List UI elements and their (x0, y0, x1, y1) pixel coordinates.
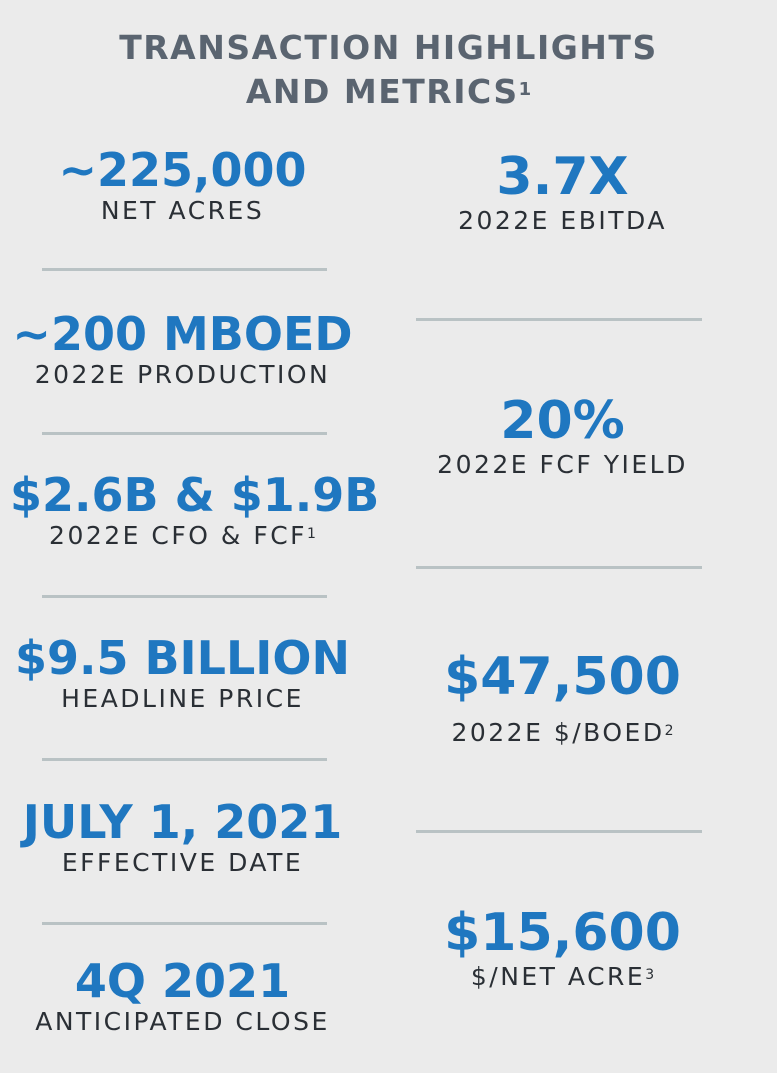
title-line-1: TRANSACTION HIGHLIGHTS (119, 28, 658, 67)
metric-value: ~225,000 (58, 143, 307, 197)
metric-label: 2022E FCF YIELD (437, 450, 688, 479)
metric-label: EFFECTIVE DATE (61, 848, 304, 877)
divider (42, 268, 327, 271)
metric-label: NET ACRES (100, 196, 265, 225)
metric-label: 2022E CFO & FCF1 (49, 521, 316, 550)
metric-value: $2.6B & $1.9B (10, 468, 380, 522)
metric-value: ~200 MBOED (12, 307, 353, 361)
metric-headline-price: $9.5 BILLION HEADLINE PRICE (10, 632, 355, 714)
footnote-marker: 2 (664, 723, 674, 739)
divider (416, 566, 702, 569)
metric-production: ~200 MBOED 2022E PRODUCTION (10, 308, 355, 390)
divider (42, 595, 327, 598)
metric-label: 2022E $/BOED2 (451, 718, 674, 747)
metric-fcf-yield: 20% 2022E FCF YIELD (390, 392, 735, 480)
footnote-marker: 1 (307, 526, 316, 542)
metric-price-per-boed: $47,500 2022E $/BOED2 (390, 648, 735, 748)
metric-ebitda-multiple: 3.7X 2022E EBITDA (390, 148, 735, 236)
metric-label: 2022E EBITDA (458, 206, 667, 235)
divider (42, 922, 327, 925)
metric-label: $/NET ACRE3 (470, 962, 655, 991)
title-footnote: 1 (518, 79, 532, 100)
divider (42, 432, 327, 435)
footnote-marker: 3 (645, 967, 655, 983)
metric-price-per-acre: $15,600 $/NET ACRE3 (390, 904, 735, 992)
metric-label: 2022E PRODUCTION (34, 360, 331, 389)
divider (416, 318, 702, 321)
metric-value: $15,600 (444, 903, 681, 963)
metric-value: 3.7X (496, 147, 629, 207)
page-title: TRANSACTION HIGHLIGHTS AND METRICS1 (0, 26, 777, 114)
metric-value: $9.5 BILLION (14, 631, 351, 685)
divider (42, 758, 327, 761)
metric-value: $47,500 (444, 647, 681, 707)
metric-value: 4Q 2021 (74, 954, 291, 1008)
metric-label: HEADLINE PRICE (61, 684, 304, 713)
divider (416, 830, 702, 833)
metric-label: ANTICIPATED CLOSE (35, 1007, 330, 1036)
metric-net-acres: ~225,000 NET ACRES (10, 144, 355, 226)
metric-value: JULY 1, 2021 (22, 795, 343, 849)
metric-effective-date: JULY 1, 2021 EFFECTIVE DATE (10, 796, 355, 878)
title-line-2: AND METRICS1 (245, 72, 532, 111)
metric-cfo-fcf: $2.6B & $1.9B 2022E CFO & FCF1 (10, 468, 380, 551)
metric-value: 20% (500, 391, 625, 451)
metric-anticipated-close: 4Q 2021 ANTICIPATED CLOSE (10, 955, 355, 1037)
